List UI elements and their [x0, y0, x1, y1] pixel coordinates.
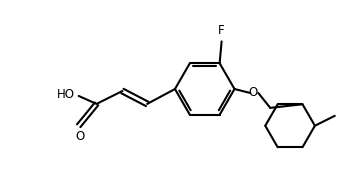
Text: O: O — [249, 86, 258, 98]
Text: F: F — [218, 24, 225, 37]
Text: HO: HO — [57, 89, 75, 102]
Text: O: O — [75, 130, 84, 143]
